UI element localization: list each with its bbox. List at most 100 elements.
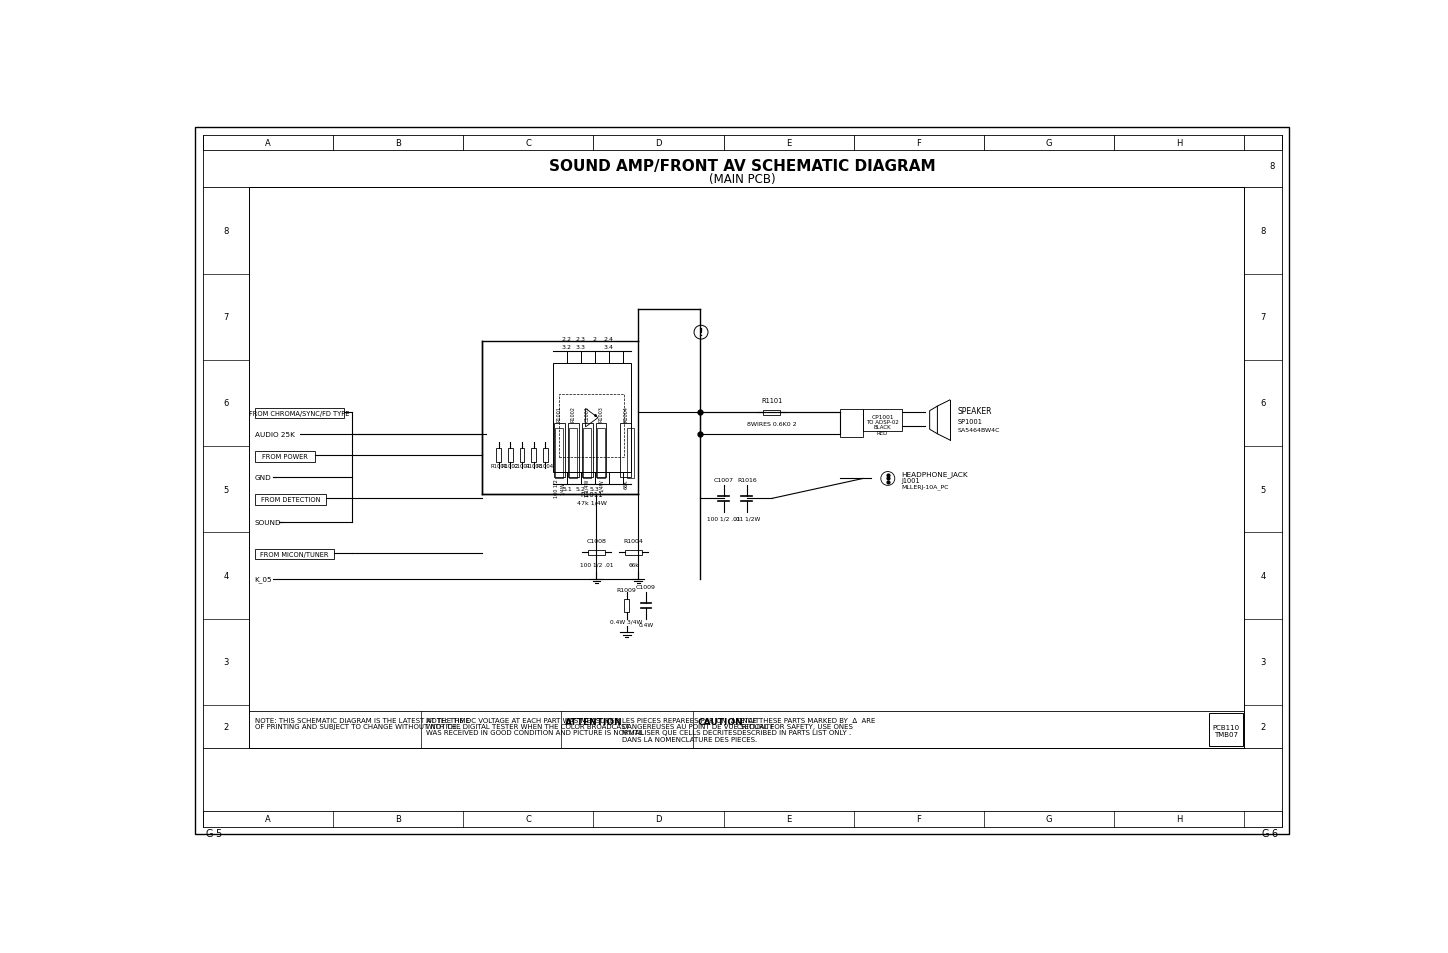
Text: 2: 2	[223, 722, 229, 731]
Text: OF PRINTING AND SUBJECT TO CHANGE WITHOUT NOTICE .: OF PRINTING AND SUBJECT TO CHANGE WITHOU…	[255, 723, 460, 730]
Text: TMB07: TMB07	[1213, 731, 1238, 738]
Text: MLLERJ-10A_PC: MLLERJ-10A_PC	[902, 484, 950, 490]
Text: A: A	[265, 815, 271, 823]
Bar	[620, 423, 631, 477]
Text: FROM MICON/TUNER: FROM MICON/TUNER	[259, 552, 329, 558]
Text: R1016: R1016	[737, 477, 757, 482]
Text: 7: 7	[1260, 313, 1266, 322]
Text: R1003: R1003	[598, 405, 604, 421]
Bar	[556, 429, 563, 479]
Text: 6: 6	[223, 399, 229, 408]
Text: 8WIRES 0.6K0 2: 8WIRES 0.6K0 2	[747, 422, 796, 427]
Bar	[626, 550, 641, 556]
Text: FROM POWER: FROM POWER	[262, 454, 308, 459]
Text: CRITICAL FOR SAFETY, USE ONES: CRITICAL FOR SAFETY, USE ONES	[737, 723, 853, 730]
Bar	[520, 449, 524, 463]
Text: RED: RED	[876, 431, 888, 436]
Text: 2.2: 2.2	[562, 337, 572, 342]
Text: 2: 2	[1260, 722, 1266, 731]
Text: R1001: R1001	[491, 463, 507, 469]
Text: GND: GND	[255, 475, 271, 480]
Text: LES PIECES REPAREES PAR UN  ∆  ETAIT: LES PIECES REPAREES PAR UN ∆ ETAIT	[623, 718, 759, 723]
Bar	[840, 410, 863, 437]
Text: E: E	[786, 139, 791, 148]
Text: 3: 3	[1260, 658, 1266, 666]
Bar	[763, 410, 780, 416]
Bar	[584, 429, 591, 479]
Text: H: H	[1176, 139, 1183, 148]
Text: A: A	[265, 139, 271, 148]
Text: 47k 1/4W: 47k 1/4W	[576, 499, 607, 504]
Text: C1008: C1008	[586, 538, 607, 543]
Text: 66k: 66k	[628, 562, 639, 567]
Text: 5.1: 5.1	[562, 487, 572, 492]
Text: 8: 8	[1260, 227, 1266, 235]
Text: D: D	[654, 139, 662, 148]
Text: 1/4W: 1/4W	[598, 479, 604, 492]
Text: G: G	[1045, 139, 1053, 148]
Text: G-6: G-6	[1261, 828, 1279, 838]
Text: C1001: C1001	[585, 405, 589, 421]
Text: R1004: R1004	[537, 463, 553, 469]
Bar	[531, 449, 536, 463]
Bar	[627, 429, 634, 479]
Text: AUDIO 25K: AUDIO 25K	[255, 432, 294, 437]
Text: SP1001: SP1001	[957, 419, 982, 425]
Text: R1002: R1002	[571, 405, 576, 421]
Text: WITH THE DIGITAL TESTER WHEN THE COLOR BROADCAST: WITH THE DIGITAL TESTER WHEN THE COLOR B…	[426, 723, 630, 730]
Text: SPEAKER: SPEAKER	[957, 407, 992, 416]
Text: FROM DETECTION: FROM DETECTION	[261, 497, 320, 503]
Bar	[553, 364, 630, 473]
Text: R1001: R1001	[556, 405, 562, 421]
Text: 0.4W: 0.4W	[639, 623, 653, 628]
Text: B: B	[395, 139, 401, 148]
Bar	[568, 423, 579, 477]
Text: R1002: R1002	[502, 463, 518, 469]
Text: 1 1/4W: 1 1/4W	[585, 479, 589, 497]
Bar	[863, 410, 902, 432]
Text: 66K: 66K	[623, 479, 628, 489]
Text: PCB110: PCB110	[1212, 724, 1239, 730]
Text: 100 1/2
1/4W: 100 1/2 1/4W	[553, 479, 565, 497]
Text: R1101: R1101	[762, 397, 782, 403]
Text: ATTENTION: ATTENTION	[565, 718, 623, 726]
Bar	[543, 449, 547, 463]
Text: 0.4W 3/4W: 0.4W 3/4W	[611, 618, 643, 624]
Text: C: C	[526, 815, 531, 823]
Bar	[588, 550, 605, 556]
Text: R1011: R1011	[581, 492, 604, 497]
Text: NOTE: THE DC VOLTAGE AT EACH PART WAS MEASURED: NOTE: THE DC VOLTAGE AT EACH PART WAS ME…	[426, 718, 620, 723]
Text: B: B	[395, 815, 401, 823]
Text: 3.2: 3.2	[562, 345, 572, 350]
Text: H: H	[1176, 815, 1183, 823]
Bar	[1209, 714, 1242, 746]
Bar	[255, 495, 326, 505]
Text: R1003: R1003	[526, 463, 542, 469]
Text: N'UTILISER QUE CELLS DECRITES: N'UTILISER QUE CELLS DECRITES	[623, 730, 737, 736]
Bar	[597, 429, 605, 479]
Text: 2.4: 2.4	[604, 337, 614, 342]
Text: 7: 7	[223, 313, 229, 322]
Text: K_05: K_05	[255, 576, 272, 582]
Text: CAUTION: CAUTION	[696, 718, 743, 726]
Text: C1009: C1009	[636, 584, 656, 589]
Bar	[255, 452, 316, 462]
Text: .01 1/2W: .01 1/2W	[734, 516, 760, 521]
Text: (MAIN PCB): (MAIN PCB)	[708, 172, 776, 186]
Text: 2: 2	[592, 337, 597, 342]
Text: F: F	[917, 815, 921, 823]
Text: 8: 8	[1270, 162, 1274, 172]
Text: SOUND AMP/FRONT AV SCHEMATIC DIAGRAM: SOUND AMP/FRONT AV SCHEMATIC DIAGRAM	[549, 159, 935, 174]
Bar	[582, 423, 592, 477]
Bar	[249, 188, 1244, 748]
Text: 3: 3	[223, 658, 229, 666]
Text: 4: 4	[223, 572, 229, 580]
Text: DESCRIBED IN PARTS LIST ONLY .: DESCRIBED IN PARTS LIST ONLY .	[737, 730, 851, 736]
Text: R1009: R1009	[617, 588, 637, 593]
Text: 5: 5	[1260, 485, 1266, 495]
Text: C: C	[526, 139, 531, 148]
Bar	[553, 423, 565, 477]
Text: HEADPHONE_JACK: HEADPHONE_JACK	[902, 471, 969, 477]
Text: R1004: R1004	[623, 405, 628, 421]
Text: 5: 5	[223, 485, 229, 495]
